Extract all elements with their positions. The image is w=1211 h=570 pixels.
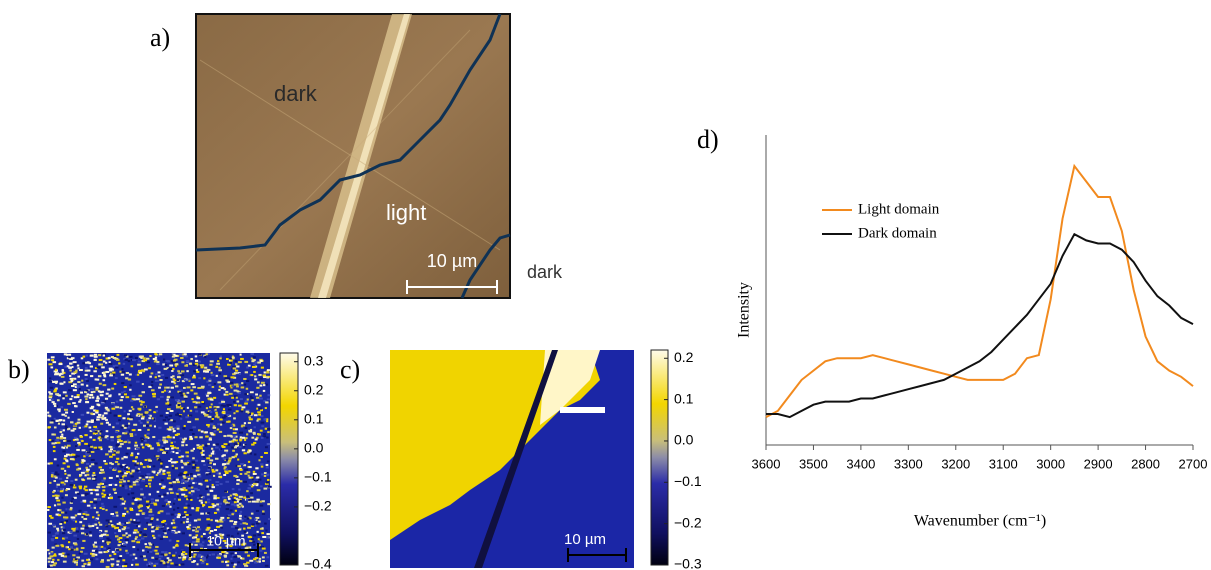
x-tick-label: 3100 [989, 456, 1018, 471]
x-tick-label: 3400 [846, 456, 875, 471]
panel-label: b) [8, 355, 30, 384]
x-tick-label: 2900 [1084, 456, 1113, 471]
colorbar-tick-label: 0.2 [304, 381, 324, 397]
colorbar-tick-label: −0.1 [304, 469, 332, 485]
colorbar [651, 350, 668, 565]
colorbar-tick-label: 0.1 [674, 390, 694, 406]
panel-label: a) [150, 23, 170, 52]
colorbar-tick-label: −0.2 [304, 498, 332, 514]
colorbar-tick-label: 0.1 [304, 410, 324, 426]
scale-bar-label: 10 µm [206, 533, 245, 549]
legend-label: Light domain [858, 201, 940, 217]
colorbar [280, 353, 298, 565]
colorbar-tick-label: −0.2 [674, 514, 702, 530]
panel-label: d) [697, 125, 719, 154]
colorbar-tick-label: −0.4 [304, 556, 332, 570]
colorbar-tick-label: 0.2 [674, 349, 694, 365]
figure: a) dark light 10 µm dark b) c) 10 µm d) … [0, 0, 1211, 570]
x-tick-label: 3600 [752, 456, 781, 471]
panel-label: c) [340, 355, 360, 384]
colorbar-tick-label: −0.1 [674, 473, 702, 489]
line [766, 166, 1193, 417]
scale-bar-label: 10 µm [427, 251, 477, 271]
colorbar-tick-label: −0.3 [674, 556, 702, 570]
x-tick-label: 3200 [941, 456, 970, 471]
annotation: light [386, 200, 426, 225]
y-axis-label: Intensity [736, 282, 753, 338]
x-tick-label: 3500 [799, 456, 828, 471]
scale-bar-label: 10 µm [564, 531, 606, 548]
colorbar-tick-label: 0.3 [304, 352, 324, 368]
x-tick-label: 3000 [1036, 456, 1065, 471]
x-axis-label: Wavenumber (cm⁻¹) [914, 513, 1046, 530]
x-tick-label: 2800 [1131, 456, 1160, 471]
colorbar-tick-label: 0.0 [674, 432, 694, 448]
legend-label: Dark domain [858, 225, 937, 241]
annotation: dark [527, 262, 563, 282]
colorbar-tick-label: 0.0 [304, 440, 324, 456]
x-tick-label: 3300 [894, 456, 923, 471]
annotation: dark [274, 81, 318, 106]
x-tick-label: 2700 [1179, 456, 1208, 471]
